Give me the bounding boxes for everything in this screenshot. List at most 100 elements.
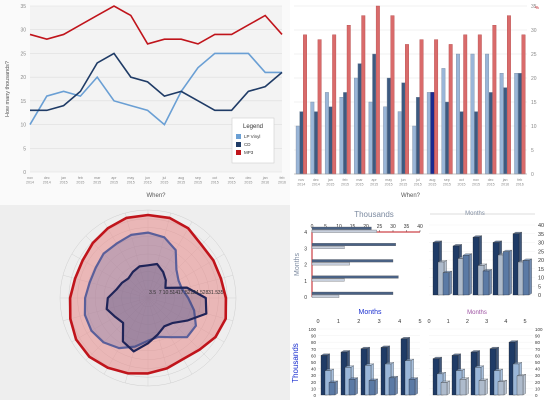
y-tick-label: 60 xyxy=(535,353,541,358)
grouped-bar-chart: 05101520253035%nov2014dec2014jan2015feb2… xyxy=(294,4,539,199)
y-tick-label: 4 xyxy=(304,230,307,236)
line-chart: 05101520253035nov2014dec2014jan2015feb20… xyxy=(5,4,286,199)
x-tick-label: jan xyxy=(502,178,508,182)
series-line xyxy=(30,52,283,112)
bar xyxy=(339,96,344,175)
bar xyxy=(430,92,435,175)
hbar xyxy=(311,259,394,263)
x-tick-label: may xyxy=(127,176,134,180)
x-tick-label: jul xyxy=(162,176,167,180)
x-tick-label: 2016 xyxy=(261,181,269,185)
x-tick-label: 2015 xyxy=(160,181,168,185)
radar-tick-label: 35 xyxy=(218,290,224,296)
x-tick-label: jan xyxy=(327,178,333,182)
y-tick-label: 90 xyxy=(535,334,541,339)
bar xyxy=(434,39,439,175)
bar xyxy=(448,44,453,175)
bar xyxy=(485,53,490,175)
x-tick-label: sep xyxy=(195,176,201,180)
legend-label: CD xyxy=(244,142,251,147)
x-tick-label: 2 xyxy=(357,319,360,325)
radar-tick-label: 10.5 xyxy=(163,290,173,296)
x-tick-label: feb xyxy=(517,178,522,182)
y-tick-label: 1 xyxy=(304,279,307,285)
bar xyxy=(441,68,446,175)
bar xyxy=(517,72,522,175)
y-tick-label: 15 xyxy=(20,99,26,105)
bar3d-front xyxy=(388,377,396,396)
bar xyxy=(415,96,420,175)
bar xyxy=(357,63,362,175)
x-tick-label: nov xyxy=(473,178,479,182)
bar3d-front xyxy=(502,251,510,296)
x-tick-label: 2016 xyxy=(516,183,524,187)
bar xyxy=(445,101,449,175)
bar xyxy=(390,15,395,175)
x-tick-label: 35 xyxy=(404,224,410,230)
x-tick-label: 2015 xyxy=(211,181,219,185)
x-tick-label: mar xyxy=(94,176,101,180)
y-tick-label: 40 xyxy=(538,223,544,229)
x-tick-label: 1 xyxy=(447,319,450,325)
hbar xyxy=(311,246,345,249)
line-chart-panel: 0 5 10 15 20 25 30 35 nov 2014 dec 2014 jan 2015 feb 20… xyxy=(0,0,290,205)
y-axis-unit: % xyxy=(535,5,539,10)
y-tick-label: 3 xyxy=(304,246,307,252)
y-tick-label: 70 xyxy=(535,347,541,352)
y-tick-label: 10 xyxy=(531,124,537,130)
bar xyxy=(474,111,479,175)
y-tick-label: 100 xyxy=(535,327,543,332)
x-tick-label: nov xyxy=(298,178,304,182)
bar3d-side xyxy=(528,258,532,296)
y-tick-label: 10 xyxy=(538,276,544,282)
x-tick-label: aug xyxy=(429,178,435,182)
y-tick-label: 70 xyxy=(311,347,317,352)
y-tick-label: 35 xyxy=(531,4,537,10)
legend-swatch xyxy=(236,142,241,147)
bar xyxy=(397,111,402,175)
x-tick-label: oct xyxy=(212,176,217,180)
x-tick-label: 2015 xyxy=(177,181,185,185)
y-axis-label: How many thousands? xyxy=(5,61,11,117)
bar3d-front xyxy=(482,270,490,296)
x-tick-label: 2014 xyxy=(26,181,34,185)
x-tick-label: oct xyxy=(459,178,464,182)
radar-tick-label: 24.5 xyxy=(193,290,203,296)
x-tick-label: jan xyxy=(262,176,268,180)
x-tick-label: 2015 xyxy=(385,183,393,187)
y-tick-label: 20 xyxy=(538,258,544,264)
bar3d-side xyxy=(503,379,507,396)
radar-tick-label: 31.5 xyxy=(208,290,218,296)
x-tick-label: nov xyxy=(229,176,235,180)
bar xyxy=(459,111,464,175)
bar xyxy=(456,53,460,175)
y-tick-label: 15 xyxy=(531,100,537,106)
series-line xyxy=(29,5,283,45)
bar3d-side xyxy=(374,378,378,396)
radar-tick-label: 14 xyxy=(172,290,178,296)
bar3d-front xyxy=(516,375,524,396)
x-tick-label: jan xyxy=(60,176,66,180)
bar xyxy=(343,92,348,175)
y-tick-label: 80 xyxy=(311,340,317,345)
x-tick-label: 2016 xyxy=(278,181,286,185)
x-axis-label: When? xyxy=(401,193,421,199)
bar3d-front xyxy=(459,379,467,396)
y-tick-label: 20 xyxy=(20,75,26,81)
x-tick-label: 2015 xyxy=(356,183,364,187)
y-tick-label: 25 xyxy=(20,51,26,57)
bar3d-side xyxy=(484,378,488,396)
y-tick-label: 15 xyxy=(538,267,544,273)
hbar xyxy=(311,291,394,295)
bar3d-front xyxy=(497,381,505,396)
y-tick-label: 30 xyxy=(311,373,317,378)
bar3d-side xyxy=(522,374,526,396)
bar3d-chart-b-panel: Months 0 1 2 3 4 5 0 10 20 30 40 50 60 70 80 90 100 Thousa… xyxy=(290,305,425,400)
bar xyxy=(375,5,380,175)
y-tick-label: 10 xyxy=(311,386,317,391)
bar xyxy=(314,111,318,175)
bar3d-chart-a-panel: Months 0 5 10 15 20 25 30 35 40 xyxy=(425,205,550,305)
x-axis-label: When? xyxy=(146,193,166,199)
bar3d-chart-c-panel: Months 0 1 2 3 4 5 0 10 20 30 40 50 60 70 80 90 100 xyxy=(425,305,550,400)
x-tick-label: dec xyxy=(246,176,252,180)
